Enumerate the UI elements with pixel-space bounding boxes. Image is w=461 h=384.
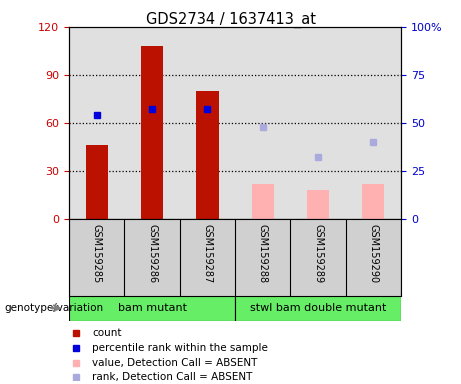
Bar xyxy=(252,184,274,219)
Text: GDS2734 / 1637413_at: GDS2734 / 1637413_at xyxy=(146,12,315,28)
Text: GSM159288: GSM159288 xyxy=(258,224,268,283)
Text: GSM159286: GSM159286 xyxy=(147,224,157,283)
Text: bam mutant: bam mutant xyxy=(118,303,187,313)
Text: GSM159289: GSM159289 xyxy=(313,224,323,283)
Text: genotype/variation: genotype/variation xyxy=(5,303,104,313)
Text: GSM159290: GSM159290 xyxy=(368,224,378,283)
Text: percentile rank within the sample: percentile rank within the sample xyxy=(92,343,268,353)
Bar xyxy=(69,296,235,321)
Bar xyxy=(362,184,384,219)
Text: stwl bam double mutant: stwl bam double mutant xyxy=(250,303,386,313)
Bar xyxy=(307,190,329,219)
Bar xyxy=(196,91,219,219)
Bar xyxy=(86,145,108,219)
Bar xyxy=(235,296,401,321)
Text: rank, Detection Call = ABSENT: rank, Detection Call = ABSENT xyxy=(92,372,253,382)
Text: value, Detection Call = ABSENT: value, Detection Call = ABSENT xyxy=(92,358,258,367)
Text: GSM159287: GSM159287 xyxy=(202,224,213,283)
Bar xyxy=(141,46,163,219)
Text: GSM159285: GSM159285 xyxy=(92,224,102,283)
Text: count: count xyxy=(92,328,122,338)
